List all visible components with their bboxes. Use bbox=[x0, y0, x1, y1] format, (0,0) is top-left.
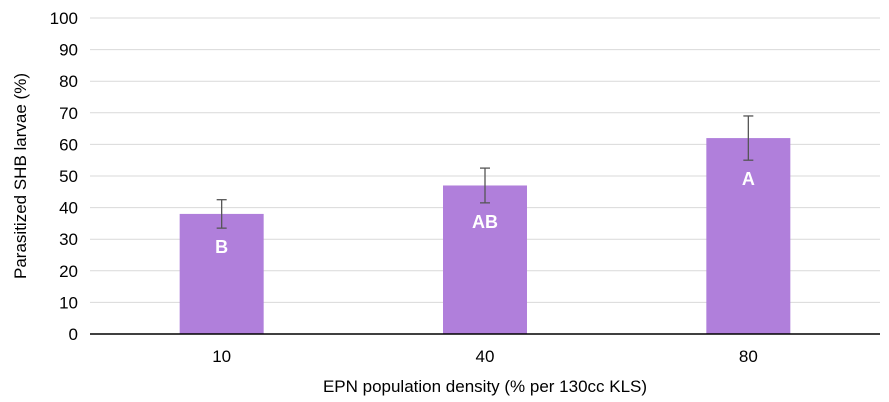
y-tick-label: 100 bbox=[50, 9, 78, 28]
y-tick-label: 0 bbox=[69, 325, 78, 344]
y-tick-label: 10 bbox=[59, 293, 78, 312]
x-tick-label: 10 bbox=[212, 347, 231, 366]
bar bbox=[443, 185, 527, 334]
y-tick-label: 40 bbox=[59, 199, 78, 218]
x-tick-labels: 10 40 80 bbox=[212, 347, 758, 366]
bars: B AB A bbox=[179, 115, 791, 334]
significance-letter: B bbox=[215, 237, 228, 257]
y-tick-label: 80 bbox=[59, 72, 78, 91]
y-tick-label: 50 bbox=[59, 167, 78, 186]
y-tick-label: 20 bbox=[59, 262, 78, 281]
y-tick-label: 30 bbox=[59, 230, 78, 249]
x-tick-label: 40 bbox=[476, 347, 495, 366]
bar bbox=[179, 213, 264, 334]
x-axis-label: EPN population density (% per 130cc KLS) bbox=[323, 377, 647, 396]
y-tick-label: 60 bbox=[59, 135, 78, 154]
y-axis-label: Parasitized SHB larvae (%) bbox=[11, 73, 30, 279]
significance-letter: AB bbox=[472, 212, 498, 232]
y-tick-labels: 0 10 20 30 40 50 60 70 80 90 100 bbox=[50, 9, 78, 344]
x-tick-label: 80 bbox=[739, 347, 758, 366]
y-tick-label: 70 bbox=[59, 104, 78, 123]
bar bbox=[706, 138, 791, 334]
y-tick-label: 90 bbox=[59, 41, 78, 60]
significance-letter: A bbox=[742, 169, 755, 189]
